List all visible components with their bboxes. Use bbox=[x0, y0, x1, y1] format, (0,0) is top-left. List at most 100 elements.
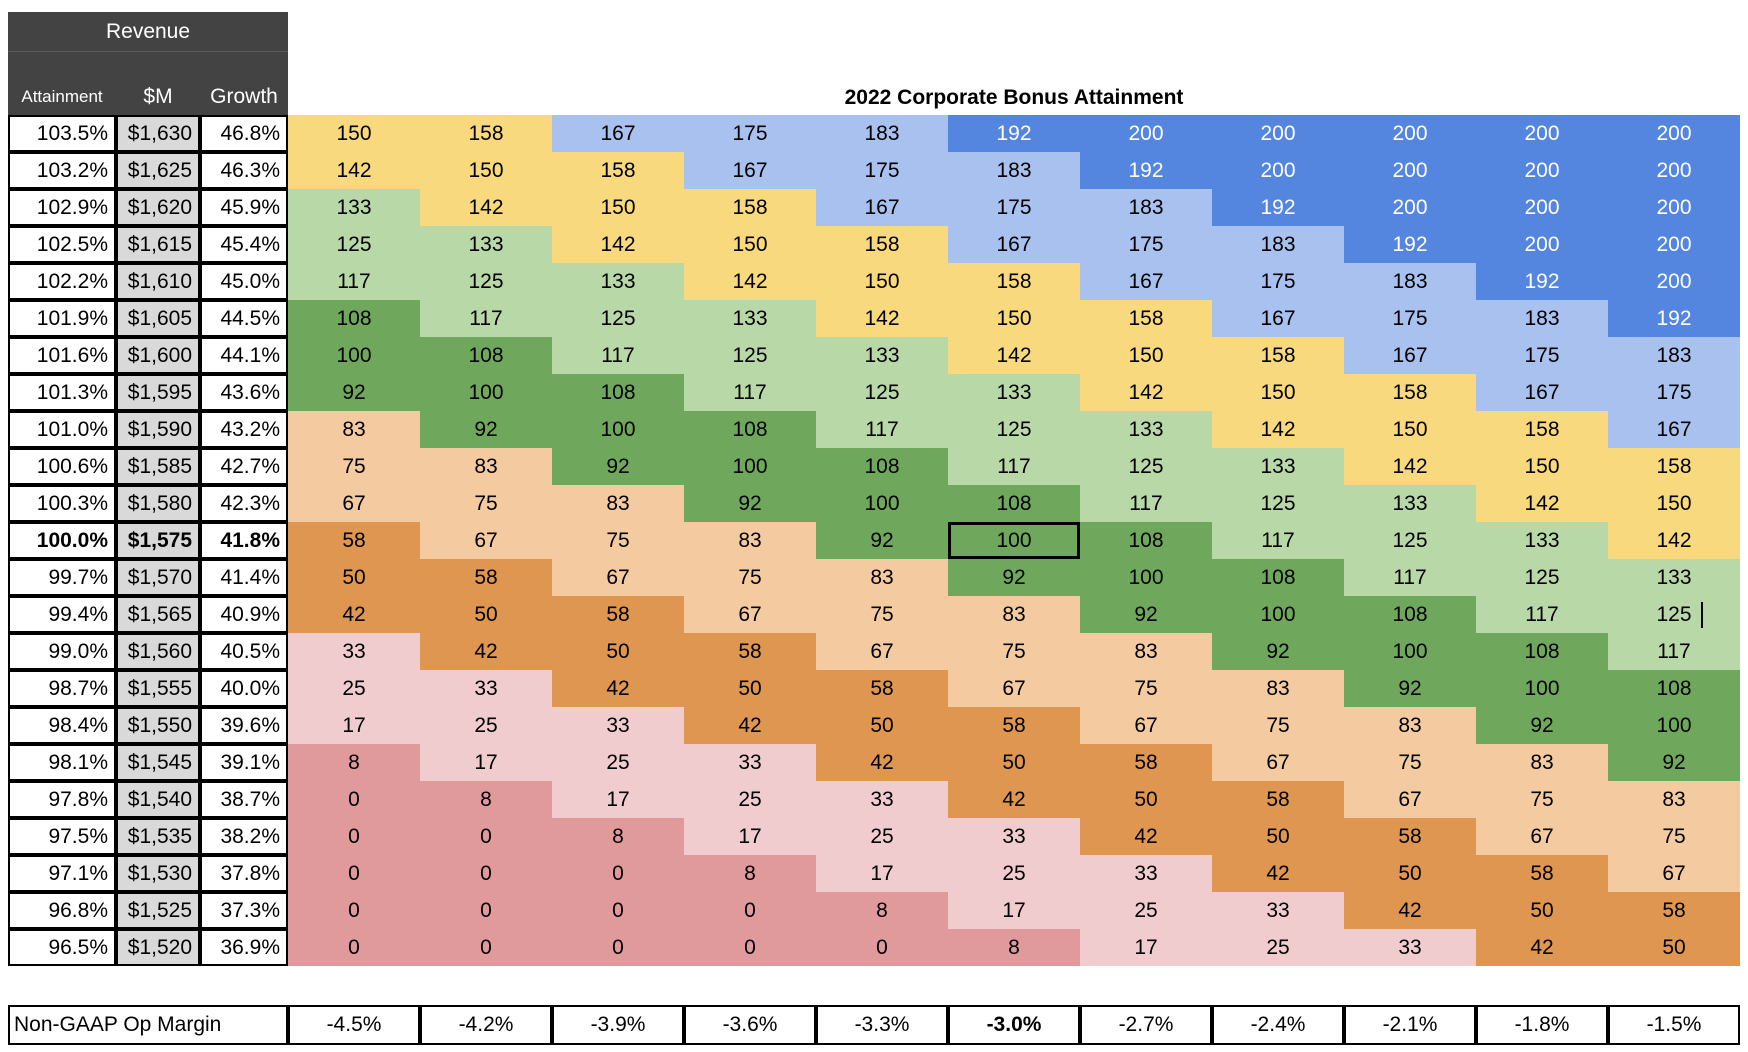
row-m-cell[interactable]: $1,535 bbox=[116, 818, 200, 855]
bonus-cell[interactable]: 133 bbox=[684, 300, 816, 337]
bonus-cell[interactable]: 67 bbox=[420, 522, 552, 559]
row-m-cell[interactable]: $1,585 bbox=[116, 448, 200, 485]
bonus-cell[interactable]: 100 bbox=[1608, 707, 1740, 744]
row-growth-cell[interactable]: 37.3% bbox=[200, 892, 288, 929]
bonus-cell[interactable]: 33 bbox=[1080, 855, 1212, 892]
bonus-cell[interactable]: 108 bbox=[288, 300, 420, 337]
bonus-cell[interactable]: 0 bbox=[684, 892, 816, 929]
bonus-cell[interactable]: 83 bbox=[420, 448, 552, 485]
op-margin-cell[interactable]: -2.4% bbox=[1212, 1005, 1344, 1045]
row-m-cell[interactable]: $1,565 bbox=[116, 596, 200, 633]
bonus-cell[interactable]: 133 bbox=[1212, 448, 1344, 485]
row-attainment-cell[interactable]: 98.4% bbox=[8, 707, 116, 744]
bonus-cell[interactable]: 117 bbox=[1608, 633, 1740, 670]
bonus-cell[interactable]: 117 bbox=[420, 300, 552, 337]
bonus-cell[interactable]: 50 bbox=[1344, 855, 1476, 892]
bonus-cell[interactable]: 92 bbox=[684, 485, 816, 522]
bonus-cell[interactable]: 125 bbox=[684, 337, 816, 374]
bonus-cell[interactable]: 150 bbox=[1080, 337, 1212, 374]
bonus-cell[interactable]: 42 bbox=[948, 781, 1080, 818]
bonus-cell[interactable]: 25 bbox=[1212, 929, 1344, 966]
bonus-cell[interactable]: 50 bbox=[552, 633, 684, 670]
row-growth-cell[interactable]: 43.6% bbox=[200, 374, 288, 411]
bonus-cell[interactable]: 150 bbox=[288, 115, 420, 152]
bonus-cell[interactable]: 0 bbox=[552, 855, 684, 892]
bonus-cell[interactable]: 67 bbox=[1344, 781, 1476, 818]
bonus-cell[interactable]: 125 bbox=[1080, 448, 1212, 485]
bonus-cell[interactable]: 200 bbox=[1608, 152, 1740, 189]
bonus-cell[interactable]: 83 bbox=[816, 559, 948, 596]
bonus-cell[interactable]: 192 bbox=[1476, 263, 1608, 300]
bonus-cell[interactable]: 42 bbox=[684, 707, 816, 744]
bonus-cell[interactable]: 92 bbox=[1476, 707, 1608, 744]
row-attainment-cell[interactable]: 97.1% bbox=[8, 855, 116, 892]
bonus-cell[interactable]: 108 bbox=[948, 485, 1080, 522]
bonus-cell[interactable]: 100 bbox=[552, 411, 684, 448]
bonus-cell[interactable]: 42 bbox=[1344, 892, 1476, 929]
row-attainment-cell[interactable]: 103.2% bbox=[8, 152, 116, 189]
bonus-cell[interactable]: 100 bbox=[816, 485, 948, 522]
bonus-cell[interactable]: 183 bbox=[1476, 300, 1608, 337]
row-m-cell[interactable]: $1,620 bbox=[116, 189, 200, 226]
row-attainment-cell[interactable]: 96.5% bbox=[8, 929, 116, 966]
bonus-cell[interactable]: 100 bbox=[288, 337, 420, 374]
bonus-cell[interactable]: 17 bbox=[1080, 929, 1212, 966]
bonus-cell[interactable]: 200 bbox=[1476, 226, 1608, 263]
bonus-cell[interactable]: 200 bbox=[1608, 189, 1740, 226]
bonus-cell[interactable]: 117 bbox=[684, 374, 816, 411]
bonus-cell[interactable]: 33 bbox=[1212, 892, 1344, 929]
row-attainment-cell[interactable]: 103.5% bbox=[8, 115, 116, 152]
bonus-cell[interactable]: 17 bbox=[948, 892, 1080, 929]
bonus-cell[interactable]: 17 bbox=[816, 855, 948, 892]
bonus-cell[interactable]: 100 bbox=[420, 374, 552, 411]
bonus-cell[interactable]: 0 bbox=[420, 818, 552, 855]
bonus-cell[interactable]: 0 bbox=[552, 929, 684, 966]
bonus-cell[interactable]: 125 bbox=[1212, 485, 1344, 522]
bonus-cell[interactable]: 142 bbox=[816, 300, 948, 337]
op-margin-cell[interactable]: -2.1% bbox=[1344, 1005, 1476, 1045]
op-margin-cell[interactable]: -4.2% bbox=[420, 1005, 552, 1045]
bonus-cell[interactable]: 175 bbox=[1344, 300, 1476, 337]
bonus-cell[interactable]: 67 bbox=[1212, 744, 1344, 781]
bonus-cell[interactable]: 192 bbox=[948, 115, 1080, 152]
bonus-cell[interactable]: 75 bbox=[816, 596, 948, 633]
bonus-cell[interactable]: 33 bbox=[552, 707, 684, 744]
bonus-cell[interactable]: 58 bbox=[1608, 892, 1740, 929]
bonus-cell[interactable]: 200 bbox=[1344, 115, 1476, 152]
bonus-cell[interactable]: 150 bbox=[816, 263, 948, 300]
bonus-cell[interactable]: 142 bbox=[1608, 522, 1740, 559]
bonus-cell[interactable]: 75 bbox=[1344, 744, 1476, 781]
bonus-cell[interactable]: 75 bbox=[1608, 818, 1740, 855]
bonus-cell[interactable]: 83 bbox=[1212, 670, 1344, 707]
row-m-cell[interactable]: $1,570 bbox=[116, 559, 200, 596]
bonus-cell[interactable]: 192 bbox=[1080, 152, 1212, 189]
row-m-cell[interactable]: $1,575 bbox=[116, 522, 200, 559]
bonus-cell[interactable]: 167 bbox=[552, 115, 684, 152]
bonus-cell[interactable]: 75 bbox=[684, 559, 816, 596]
bonus-cell[interactable]: 125 bbox=[1344, 522, 1476, 559]
bonus-cell[interactable]: 92 bbox=[420, 411, 552, 448]
bonus-cell[interactable]: 117 bbox=[1080, 485, 1212, 522]
bonus-cell[interactable]: 0 bbox=[552, 892, 684, 929]
bonus-cell[interactable]: 83 bbox=[1608, 781, 1740, 818]
bonus-cell[interactable]: 25 bbox=[1080, 892, 1212, 929]
bonus-cell[interactable]: 58 bbox=[552, 596, 684, 633]
bonus-cell[interactable]: 25 bbox=[684, 781, 816, 818]
bonus-cell[interactable]: 67 bbox=[1608, 855, 1740, 892]
bonus-cell[interactable]: 200 bbox=[1476, 189, 1608, 226]
op-margin-cell[interactable]: -4.5% bbox=[288, 1005, 420, 1045]
bonus-cell[interactable]: 133 bbox=[1080, 411, 1212, 448]
row-attainment-cell[interactable]: 97.5% bbox=[8, 818, 116, 855]
row-growth-cell[interactable]: 46.3% bbox=[200, 152, 288, 189]
row-attainment-cell[interactable]: 99.0% bbox=[8, 633, 116, 670]
row-m-cell[interactable]: $1,595 bbox=[116, 374, 200, 411]
bonus-cell[interactable]: 108 bbox=[1608, 670, 1740, 707]
bonus-cell[interactable]: 83 bbox=[948, 596, 1080, 633]
bonus-cell[interactable]: 67 bbox=[816, 633, 948, 670]
bonus-cell[interactable]: 92 bbox=[552, 448, 684, 485]
bonus-cell[interactable]: 50 bbox=[1212, 818, 1344, 855]
row-growth-cell[interactable]: 38.2% bbox=[200, 818, 288, 855]
bonus-cell[interactable]: 142 bbox=[288, 152, 420, 189]
bonus-cell[interactable]: 58 bbox=[948, 707, 1080, 744]
bonus-cell[interactable]: 17 bbox=[420, 744, 552, 781]
